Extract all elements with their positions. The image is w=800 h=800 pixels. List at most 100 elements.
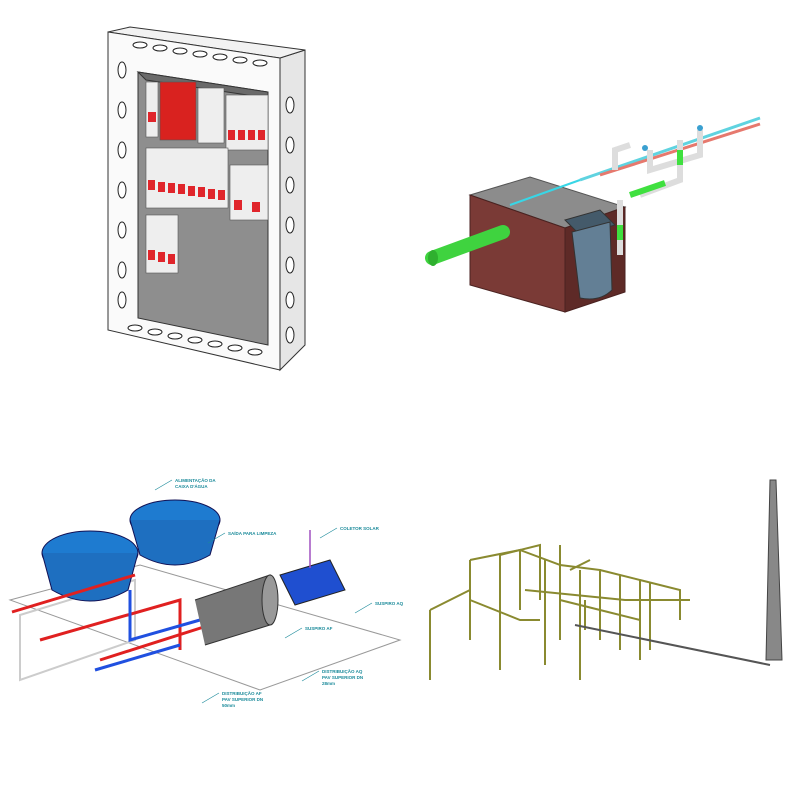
- callout-label: DISTRIBUIÇÃO AF: [222, 690, 262, 696]
- shape: [319, 527, 338, 539]
- shape: [234, 200, 242, 210]
- shape: [571, 221, 613, 300]
- shape: [229, 164, 269, 221]
- shape: [11, 573, 211, 662]
- shape: [148, 250, 155, 260]
- shape: [207, 532, 226, 544]
- shape: [697, 125, 703, 131]
- shape: [129, 519, 221, 566]
- shape: [152, 44, 168, 52]
- shape: [147, 328, 163, 336]
- callout-label: CAIXA D'ÁGUA: [175, 483, 208, 489]
- shape: [154, 479, 173, 491]
- shape: [192, 50, 208, 58]
- shape: [425, 225, 510, 265]
- shape: [647, 130, 703, 175]
- shape: [285, 291, 295, 309]
- callout-label: 50mm: [222, 703, 235, 708]
- shape: [168, 183, 175, 193]
- callout-label: SUSPIRO AQ: [375, 601, 404, 606]
- callout-label: SAÍDA PARA LIMPEZA: [228, 529, 277, 536]
- shape: [238, 130, 245, 140]
- shape: [148, 180, 155, 190]
- shape: [117, 291, 127, 309]
- shape: [252, 202, 260, 212]
- shape: [559, 564, 681, 680]
- shape: [564, 209, 616, 236]
- shape: [354, 602, 373, 614]
- shape: [188, 186, 195, 196]
- shape: [765, 479, 783, 661]
- shape: [509, 179, 581, 206]
- shape: [167, 332, 183, 340]
- shape: [212, 53, 228, 61]
- shape: [228, 130, 235, 140]
- pipe-network: [429, 543, 690, 680]
- callout-label: ALIMENTAÇÃO DA: [175, 477, 216, 483]
- shape: [198, 187, 205, 197]
- shape: [301, 670, 320, 682]
- callout-label: SUSPIRO AF: [305, 626, 333, 631]
- callout-label: PAV SUPERIOR DN: [322, 675, 363, 680]
- shape: [207, 340, 223, 348]
- callout-label: DISTRIBUIÇÃO AQ: [322, 668, 363, 674]
- shape: [145, 81, 159, 138]
- tower: [574, 479, 783, 666]
- shape: [285, 136, 295, 154]
- electrical-panel: [107, 26, 306, 372]
- shape: [178, 184, 185, 194]
- shape: [285, 256, 295, 274]
- shape: [285, 96, 295, 114]
- shape: [117, 101, 127, 119]
- shape: [252, 59, 268, 67]
- shape: [279, 559, 346, 606]
- shape: [642, 145, 648, 151]
- shape: [158, 252, 165, 262]
- shape: [117, 261, 127, 279]
- shape: [232, 56, 248, 64]
- shape: [261, 574, 279, 626]
- shape: [579, 116, 761, 182]
- shape: [145, 147, 229, 209]
- shape: [284, 627, 303, 639]
- shape: [247, 348, 263, 356]
- shape: [145, 214, 179, 274]
- callout-label: 28mm: [322, 681, 335, 686]
- shape: [285, 216, 295, 234]
- shape: [197, 87, 225, 144]
- shape: [617, 150, 683, 240]
- shape: [94, 590, 201, 672]
- shape: [117, 221, 127, 239]
- shape: [41, 552, 139, 602]
- shape: [559, 545, 591, 630]
- shape: [629, 180, 666, 198]
- shape: [428, 250, 438, 266]
- shape: [145, 81, 269, 274]
- shape: [574, 624, 771, 666]
- shape: [158, 182, 165, 192]
- shape: [132, 41, 148, 49]
- shape: [172, 47, 188, 55]
- shape: [117, 41, 295, 356]
- plumbing-box: [425, 116, 761, 313]
- shape: [248, 130, 255, 140]
- shape: [117, 141, 127, 159]
- shape: [227, 344, 243, 352]
- shape: [258, 130, 265, 140]
- shape: [117, 61, 127, 79]
- shape: [469, 543, 690, 621]
- shape: [168, 254, 175, 264]
- shape: [187, 336, 203, 344]
- water-system: [8, 499, 402, 691]
- shape: [127, 324, 143, 332]
- shape: [117, 181, 127, 199]
- shape: [612, 142, 631, 170]
- shape: [225, 94, 269, 151]
- shape: [148, 112, 156, 122]
- callout-label: COLETOR SOLAR: [340, 526, 380, 531]
- shape: [208, 189, 215, 199]
- shape: [201, 692, 220, 704]
- shape: [285, 326, 295, 344]
